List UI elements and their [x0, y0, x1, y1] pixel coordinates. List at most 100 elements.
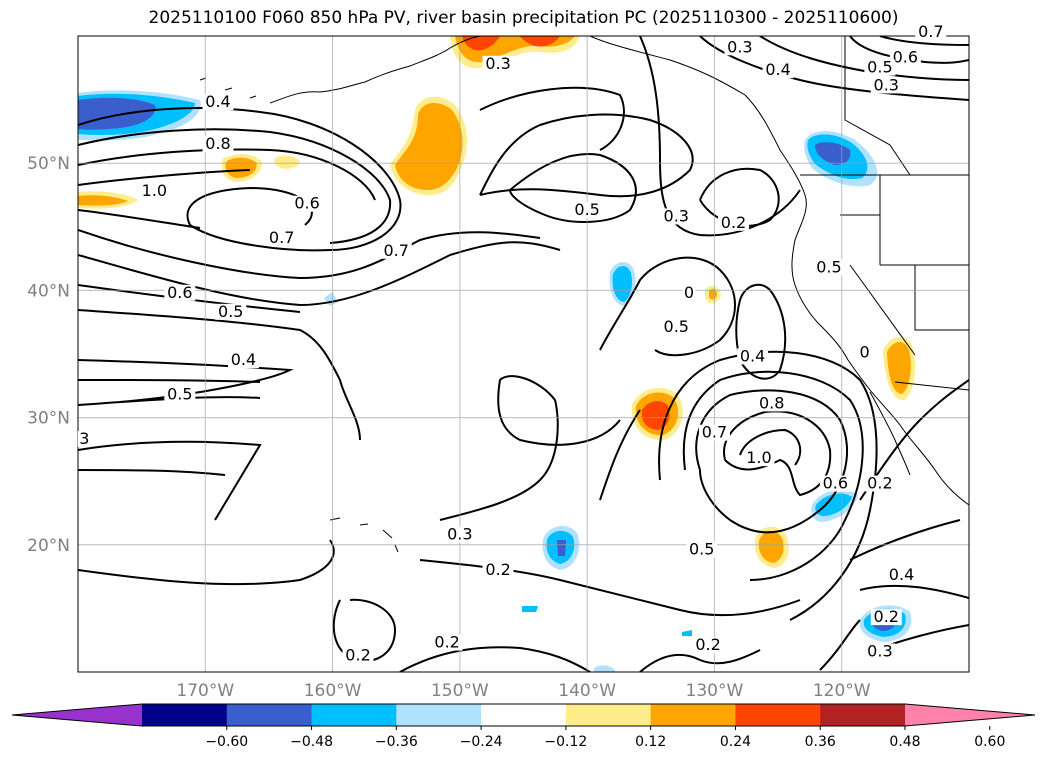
- contour-label: 0.8: [759, 393, 784, 412]
- contour-line-21: [735, 283, 787, 380]
- shade-positive-135w-core: [641, 401, 670, 430]
- shade-negative-142w-core: [557, 540, 566, 556]
- contour-label: 0.7: [918, 22, 943, 41]
- contour-label-bg: [660, 208, 692, 225]
- lat-tick-label: 20°N: [27, 536, 70, 556]
- shade-negative-nw-core: [78, 97, 156, 130]
- shade-negative-120w-core: [815, 493, 852, 517]
- contour-line-35: [658, 350, 878, 621]
- contour-line-26: [479, 86, 625, 151]
- contour-label: 0.3: [874, 75, 899, 94]
- contour-label-bg: [864, 59, 896, 76]
- contour-label-bg: [77, 431, 91, 448]
- lon-tick-label: 120°W: [813, 681, 871, 701]
- contour-label-bg: [915, 24, 947, 40]
- colorbar-tick-label: −0.24: [460, 734, 503, 750]
- contour-label: 0.2: [695, 635, 720, 654]
- contour-line-14: [78, 469, 226, 476]
- contour-label-bg: [431, 634, 463, 651]
- contour-label: 0.6: [167, 283, 192, 302]
- contour-label: 0.5: [664, 317, 689, 336]
- contour-line-31: [695, 389, 848, 534]
- contour-line-11: [78, 379, 261, 383]
- contour-label: 0.6: [294, 194, 319, 213]
- colorbar-segment: [820, 704, 906, 726]
- contour-label-bg: [889, 49, 921, 66]
- contour-label-bg: [482, 55, 514, 72]
- contour-label: 1.0: [746, 448, 771, 467]
- contour-line-33: [739, 428, 802, 466]
- contour-label-bg: [724, 39, 756, 56]
- map-title: 2025110100 F060 850 hPa PV, river basin …: [148, 8, 899, 28]
- colorbar-segment: [142, 704, 228, 726]
- contour-line-39: [859, 584, 969, 599]
- contour-line-3: [78, 148, 376, 201]
- contour-line-18: [439, 375, 621, 521]
- contour-label: 0.5: [167, 385, 192, 404]
- contour-label: 0.8: [205, 134, 230, 153]
- contour-label-bg: [202, 135, 234, 152]
- contour-label: 0.4: [889, 565, 914, 584]
- contour-label-bg: [870, 77, 902, 94]
- colorbar-min-extend: [12, 704, 142, 726]
- colorbar-outline: [11, 703, 1036, 727]
- contour-label: 0.3: [867, 641, 892, 660]
- contour-label: 0.2: [345, 645, 370, 664]
- contour-label: 0.6: [893, 47, 918, 66]
- contour-line-41: [819, 619, 861, 671]
- contour-label: 0.3: [447, 524, 472, 543]
- gridlines: [78, 36, 969, 672]
- shade-negative-tiny-3: [594, 665, 616, 672]
- shade-positive-132w-core: [709, 288, 717, 300]
- border-states: [840, 175, 969, 356]
- lon-tick-label: 130°W: [686, 681, 744, 701]
- colorbar-max-extend: [905, 704, 1035, 726]
- contour-line-1: [78, 107, 402, 252]
- colorbar-tick-label: 0.12: [635, 734, 666, 750]
- coast-alaska: [269, 36, 481, 104]
- contour-label: 0.5: [816, 257, 841, 276]
- contour-label-bg: [342, 647, 374, 664]
- contour-label: 0.3: [727, 37, 752, 56]
- contour-label: 0.4: [205, 92, 230, 111]
- colorbar-tick-label: 0.60: [974, 734, 1005, 750]
- contour-label: 0.2: [434, 633, 459, 652]
- contour-label: 0.7: [702, 423, 727, 442]
- contour-label-bg: [215, 303, 247, 320]
- colorbar-tick-label: 0.36: [805, 734, 836, 750]
- contour-label-bg: [164, 284, 196, 301]
- contour-label: 0.5: [867, 58, 892, 77]
- contour-label-bg: [291, 195, 323, 212]
- contour-label: 0.3: [664, 206, 689, 225]
- contour-label: 1.0: [142, 181, 167, 200]
- lon-tick-label: 170°W: [176, 681, 234, 701]
- contour-line-38: [849, 519, 961, 561]
- shade-positive-goa-core: [395, 103, 463, 190]
- colorbar-tick-label: −0.36: [375, 734, 418, 750]
- shade-positive-small-3-core: [78, 195, 128, 206]
- contour-label: 0.2: [721, 213, 746, 232]
- colorbar-segment: [481, 704, 567, 726]
- contour-label-bg: [737, 348, 769, 365]
- contour-label-bg: [682, 284, 696, 301]
- colorbar-tick-label: −0.12: [544, 734, 587, 750]
- colorbar-tick-label: −0.48: [290, 734, 333, 750]
- colorbar-labels: −0.60 −0.48 −0.36 −0.24 −0.12 0.12 0.24 0.36 0.4…: [205, 726, 1005, 750]
- shade-negative-tiny-2: [682, 630, 692, 636]
- contour-label: 0.5: [574, 200, 599, 219]
- contour-label-bg: [698, 424, 730, 441]
- contour-line-34: [682, 370, 864, 581]
- contour-label-bg: [864, 643, 896, 660]
- contour-label-bg: [762, 62, 794, 79]
- contour-label: 0.7: [383, 241, 408, 260]
- longitude-labels: 170°W 160°W 150°W 140°W 130°W 120°W: [176, 681, 870, 701]
- contour-line-6: [78, 229, 541, 280]
- contour-label-bg: [864, 475, 896, 492]
- shade-positive-baja-core: [887, 341, 911, 394]
- contour-label: 0: [860, 343, 870, 362]
- contour-label-bg: [858, 344, 872, 361]
- contour-label: 0.6: [823, 474, 848, 493]
- colorbar-tick-label: −0.60: [205, 734, 248, 750]
- contour-label: 0.5: [689, 540, 714, 559]
